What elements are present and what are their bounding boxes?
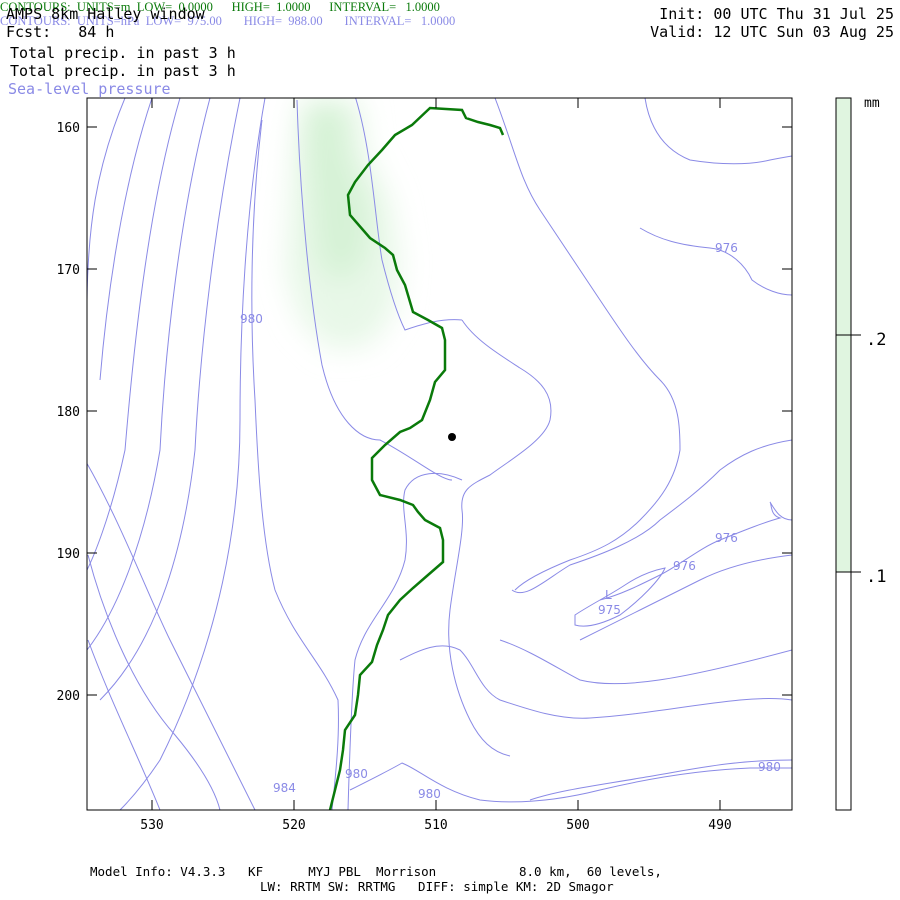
low-center-label: L [605, 588, 612, 602]
map-plot-area: 980 976 976 976 975 L 980 980 980 984 [87, 98, 792, 810]
isobar [599, 501, 792, 601]
isobar [349, 762, 792, 803]
isobar [644, 98, 792, 165]
isobar [511, 439, 792, 594]
x-tick-label: 510 [424, 818, 447, 833]
forecast-hour: Fcst: 84 h [6, 23, 115, 41]
x-tick-label: 530 [140, 818, 163, 833]
contour-labels: 980 976 976 976 975 L 980 980 980 984 [240, 241, 781, 801]
isobar [347, 472, 463, 810]
y-tick-label: 160 [57, 121, 80, 136]
isobar-980-west [251, 119, 339, 810]
isobar [579, 554, 792, 641]
contour-label: 980 [240, 312, 263, 326]
isobar [499, 639, 792, 685]
init-time: Init: 00 UTC Thu 31 Jul 25 [659, 5, 894, 23]
x-tick-labels: 530 520 510 500 490 [140, 818, 731, 833]
isobar [99, 98, 241, 701]
isobar [119, 98, 266, 810]
y-tick-label: 200 [57, 689, 80, 704]
isobar [87, 98, 211, 651]
field-label-precip-2: Total precip. in past 3 h [10, 62, 236, 80]
x-tick-label: 490 [708, 818, 731, 833]
x-tick-label: 500 [566, 818, 589, 833]
isobar [574, 567, 666, 627]
model-physics: LW: RRTM SW: RRTMG DIFF: simple KM: 2D S… [260, 879, 614, 894]
precip-shading [285, 100, 400, 350]
contour-label: 980 [758, 760, 781, 774]
terrain-contour-line [328, 106, 505, 810]
model-info: Model Info: V4.3.3 KF MYJ PBL Morrison 8… [90, 864, 662, 879]
colorbar: mm .2 .1 [835, 96, 886, 811]
colorbar-level-label: .1 [866, 567, 886, 587]
y-tick-labels: 160 170 180 190 200 [57, 121, 80, 704]
contour-label: 984 [273, 781, 296, 795]
pressure-contours [87, 98, 792, 810]
isobar [494, 98, 681, 591]
isobar [87, 554, 221, 810]
station-marker [448, 433, 456, 441]
contour-info-pressure: CONTOURS: UNITS=hPa LOW= 975.00 HIGH= 98… [0, 14, 456, 28]
map-title: AMPS 8km Halley window [6, 5, 205, 23]
contour-label: 980 [345, 767, 368, 781]
isobar [87, 462, 256, 810]
contour-label: 976 [673, 559, 696, 573]
y-tick-label: 170 [57, 263, 80, 278]
colorbar-unit: mm [864, 96, 880, 111]
isobar [99, 98, 153, 381]
precip-area-mid [305, 100, 370, 285]
isobar [87, 98, 181, 571]
x-tick-label: 520 [282, 818, 305, 833]
contour-info-terrain: CONTOURS: UNITS=m LOW= 0.0000 HIGH= 1.00… [0, 0, 440, 14]
y-axis [87, 126, 792, 696]
field-label-slp: Sea-level pressure [8, 80, 171, 98]
colorbar-segment-lower [835, 571, 852, 811]
isobar [448, 319, 552, 757]
isobar [639, 227, 792, 296]
contour-label: 975 [598, 603, 621, 617]
y-tick-label: 180 [57, 405, 80, 420]
isobar [87, 98, 126, 301]
colorbar-level-label: .2 [866, 330, 886, 350]
y-tick-label: 190 [57, 547, 80, 562]
isobar [296, 99, 453, 481]
field-label-precip-1: Total precip. in past 3 h [10, 44, 236, 62]
plot-frame [86, 97, 793, 811]
contour-label: 980 [418, 787, 441, 801]
valid-time: Valid: 12 UTC Sun 03 Aug 25 [650, 23, 894, 41]
contour-label: 976 [715, 531, 738, 545]
isobar [529, 759, 792, 801]
isobar [399, 645, 792, 719]
isobar [87, 639, 161, 810]
x-axis [151, 98, 721, 810]
contour-label: 976 [715, 241, 738, 255]
